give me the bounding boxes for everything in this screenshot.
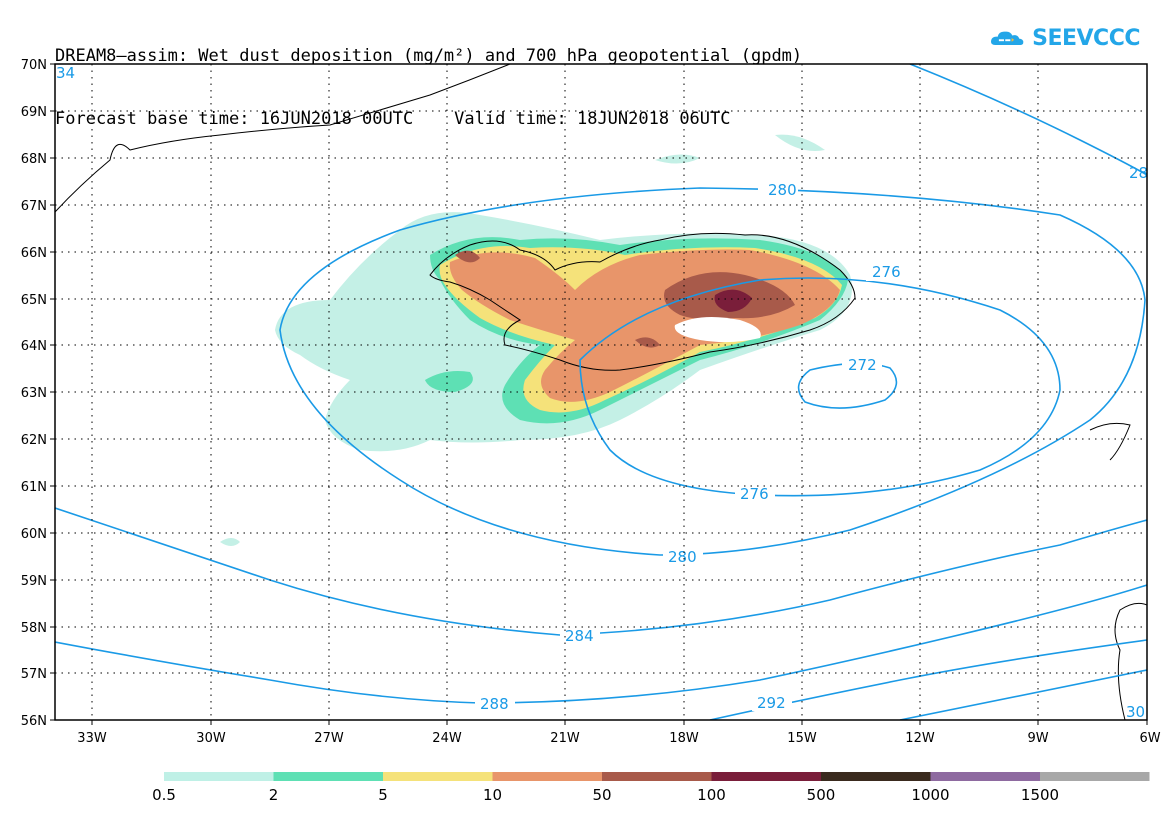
lon-label: 9W [1027,731,1048,746]
contour-label: 280 [768,181,797,199]
greenland-coast [55,64,511,213]
legend-label: 1500 [1021,786,1059,804]
coastlines [55,64,1147,720]
lat-label: 69N [21,105,47,120]
contour-label: 284 [565,627,594,645]
legend-swatch [602,772,712,781]
legend-swatch [492,772,602,781]
contour-276 [579,277,1061,497]
legend-swatch [164,772,274,781]
contour-280 [279,187,1146,556]
map-subtitle: Forecast base time: 16JUN2018 00UTC Vali… [55,109,731,129]
lat-label: 58N [21,621,47,636]
contour-label: 276 [872,263,901,281]
map-title: DREAM8–assim: Wet dust deposition (mg/m²… [55,46,803,66]
lat-label: 65N [21,293,47,308]
contour-label: 292 [757,694,786,712]
contour-label: 280 [668,548,697,566]
lon-label: 21W [550,731,580,746]
lat-label: 62N [21,433,47,448]
iceland-coast [429,232,856,371]
dust-shade-05 [775,134,825,151]
graticule [55,64,1147,720]
logo-text: SEEVCCC [1032,25,1140,51]
legend-label: 500 [807,786,836,804]
contour-284 [55,507,1147,636]
lon-label: 33W [77,731,107,746]
lat-label: 56N [21,714,47,729]
contour-label: 34 [56,64,75,82]
lon-label: 12W [905,731,935,746]
lat-label: 63N [21,386,47,401]
lat-label: 59N [21,574,47,589]
dust-shade-50 [455,250,480,263]
contour-label-group: 280 276 272 276 280 284 288 292 34 28 30 [56,64,1148,721]
legend-swatch [273,772,383,781]
legend-label: 2 [269,786,279,804]
lat-label: 68N [21,152,47,167]
legend-swatch [821,772,931,781]
contour-284-north [909,64,1147,176]
lat-label: 60N [21,527,47,542]
axis-ticks [50,63,1148,725]
lon-label: 27W [314,731,344,746]
legend-label: 50 [592,786,611,804]
contour-label: 288 [480,695,509,713]
contour-288 [55,584,1147,704]
lat-label: 66N [21,246,47,261]
geopotential-contours [55,64,1147,720]
lon-label: 15W [787,731,817,746]
lat-label: 70N [21,58,47,73]
lon-labels: 33W 30W 27W 24W 21W 18W 15W 12W 9W 6W [77,731,1160,746]
dust-shade-2 [425,371,473,392]
legend-label: 0.5 [152,786,176,804]
lon-label: 18W [669,731,699,746]
dust-shade-05 [220,538,240,546]
legend-swatch [383,772,493,781]
lon-label: 6W [1139,731,1160,746]
color-legend: 0.5 2 5 10 50 100 500 1000 1500 [152,772,1150,804]
legend-label: 10 [483,786,502,804]
legend-label: 5 [378,786,388,804]
contour-label: 272 [848,356,877,374]
contour-label: 276 [740,485,769,503]
faroe-coast [1089,422,1131,461]
legend-swatch [930,772,1040,781]
legend-swatch [1040,772,1150,781]
lat-label: 57N [21,667,47,682]
legend-label: 1000 [911,786,949,804]
title-block: DREAM8–assim: Wet dust deposition (mg/m²… [55,4,802,151]
lon-label: 24W [432,731,462,746]
contour-296 [899,669,1147,720]
lon-label: 30W [196,731,226,746]
scotland-coast [1114,602,1147,720]
lat-label: 61N [21,480,47,495]
cloud-icon [991,31,1024,45]
lat-labels: 70N 69N 68N 67N 66N 65N 64N 63N 62N 61N … [21,58,47,729]
dust-field [220,134,852,546]
contour-label: 30 [1126,703,1145,721]
legend-label: 100 [697,786,726,804]
contour-label: 28 [1129,164,1148,182]
dust-gap [674,316,761,343]
lat-label: 64N [21,339,47,354]
seevccc-logo: SEEVCCC [990,18,1140,58]
dust-shade-100 [714,289,752,312]
legend-swatch [711,772,821,781]
dust-shade-05 [655,154,700,164]
lat-label: 67N [21,199,47,214]
